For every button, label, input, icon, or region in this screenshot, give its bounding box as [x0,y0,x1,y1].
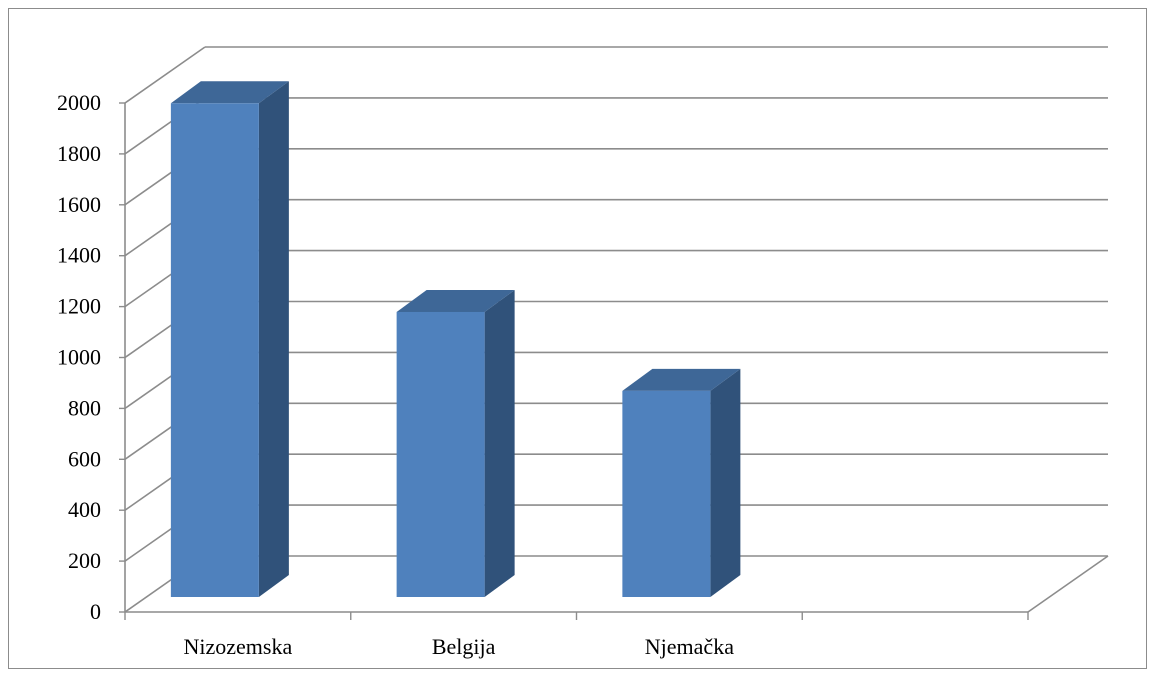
y-tick-label: 200 [68,548,101,573]
y-tick-label: 1800 [57,141,101,166]
axes [119,102,1109,620]
bar-side-1 [484,289,515,597]
y-tick-label: 2000 [57,90,101,115]
floor-right-edge [1027,555,1109,613]
bar-2 [622,390,711,597]
x-tick-label: Belgija [432,634,496,659]
y-tick-label: 1000 [57,345,101,370]
bar-top-0 [170,81,289,104]
x-tick-label: Njemačka [645,634,734,659]
x-axis-tick-labels: Nizozemska Belgija Njemačka [184,634,735,659]
y-axis-tick-labels: 0 200 400 600 800 1000 1200 1400 1600 1800 2000 [57,90,101,624]
y-tick-label: 0 [90,599,101,624]
y-tick-label: 400 [68,497,101,522]
y-tick-label: 1200 [57,294,101,319]
bar-top-1 [396,289,515,312]
gridline-side-2000 [124,46,206,104]
bar-side-0 [258,81,289,597]
y-tick-label: 1400 [57,243,101,268]
y-tick-label: 800 [68,395,101,420]
y-tick-label: 1600 [57,192,101,217]
x-tick-label: Nizozemska [184,634,293,659]
bar-0 [170,103,259,598]
y-tick-label: 600 [68,446,101,471]
bar-side-2 [710,368,741,597]
bar-1 [396,311,485,597]
bars [170,81,741,598]
bar-top-2 [622,368,741,391]
